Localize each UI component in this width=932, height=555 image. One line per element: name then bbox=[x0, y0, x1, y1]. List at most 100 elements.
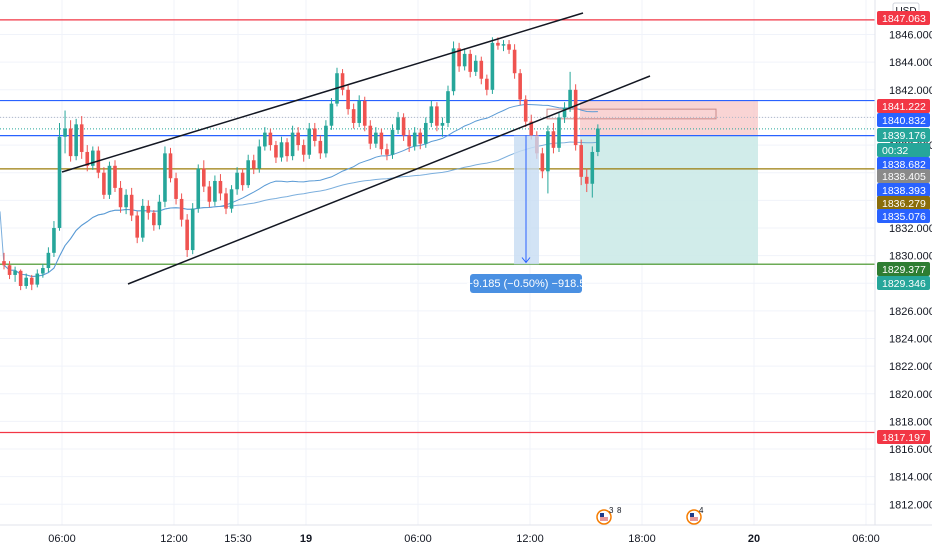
price-tag-support-green[interactable] bbox=[877, 262, 930, 276]
time-axis[interactable]: 06:00 12:00 15:30 19 06:00 12:00 18:00 20 06:00 bbox=[0, 524, 932, 545]
candle-body bbox=[523, 99, 528, 122]
measure-arrow-head bbox=[521, 257, 531, 264]
candle-body bbox=[324, 125, 328, 154]
price-tag-ma-slow-value[interactable] bbox=[877, 209, 930, 223]
candle-body bbox=[174, 178, 178, 199]
price-tag-text: 1829.346 bbox=[882, 278, 926, 290]
price-tag-target-green[interactable] bbox=[877, 276, 930, 290]
price-tag-text: 1839.176 bbox=[882, 130, 926, 142]
price-tag-last-price[interactable] bbox=[877, 128, 930, 142]
candle-body bbox=[218, 180, 223, 194]
price-tag-blue-level-lower[interactable] bbox=[877, 157, 930, 171]
price-tag-text: 1841.222 bbox=[882, 101, 926, 113]
candle-body bbox=[529, 121, 534, 136]
candle-body bbox=[424, 122, 428, 144]
price-axis[interactable]: 1846.0001844.0001842.0001838.0001832.000… bbox=[874, 0, 932, 550]
candle-body bbox=[35, 273, 40, 285]
candle-body bbox=[357, 100, 361, 123]
take-profit-zone bbox=[580, 135, 758, 265]
candle-body bbox=[268, 132, 273, 146]
candle-body bbox=[146, 205, 151, 213]
candle-body bbox=[485, 78, 489, 90]
event-count: 4 bbox=[699, 506, 704, 515]
stop-loss-zone bbox=[580, 100, 758, 136]
candle-body bbox=[385, 149, 389, 155]
price-tag-blue-level-upper[interactable] bbox=[877, 113, 930, 127]
price-tag-order-stop[interactable] bbox=[877, 99, 930, 113]
event-badge-events-2[interactable]: 4 bbox=[686, 506, 704, 525]
candle-body bbox=[157, 201, 162, 226]
measure-tool[interactable]: −9.185 (−0.50%) −918.5 bbox=[467, 135, 586, 293]
candle-body bbox=[390, 129, 395, 155]
candle-body bbox=[562, 107, 567, 118]
candle-body bbox=[496, 42, 500, 46]
time-label: 20 bbox=[748, 533, 760, 545]
candle-body bbox=[351, 109, 356, 123]
candle-body bbox=[257, 146, 262, 169]
candle-body bbox=[290, 132, 295, 157]
candle-body bbox=[113, 165, 117, 188]
price-tag-olive-level[interactable] bbox=[877, 169, 930, 183]
price-tick-label: 1830.000 bbox=[889, 251, 932, 263]
candle-body bbox=[85, 151, 90, 166]
price-tick-label: 1814.000 bbox=[889, 472, 932, 484]
candle-body bbox=[296, 132, 300, 146]
price-tag-ma-value[interactable] bbox=[877, 183, 930, 197]
candle-body bbox=[246, 160, 250, 186]
candle-body bbox=[29, 277, 34, 285]
candle-body bbox=[412, 132, 417, 147]
candle-body bbox=[479, 60, 484, 79]
candle-body bbox=[374, 132, 378, 144]
price-tag-support-bottom[interactable] bbox=[877, 430, 930, 444]
price-tag-text: 1838.393 bbox=[882, 185, 926, 197]
candle-body bbox=[102, 172, 106, 195]
candle-body bbox=[240, 172, 245, 186]
candle-body bbox=[179, 198, 184, 220]
price-tag-olive-level-2[interactable] bbox=[877, 196, 930, 210]
time-label: 06:00 bbox=[404, 533, 432, 545]
candle-body bbox=[462, 53, 467, 67]
event-count: 8 bbox=[617, 506, 622, 515]
candle-body bbox=[251, 160, 256, 169]
price-tag-text: 1838.405 bbox=[882, 171, 926, 183]
price-tick-label: 1846.000 bbox=[889, 30, 932, 42]
candle-body bbox=[190, 208, 195, 251]
price-tag-resistance-top[interactable] bbox=[877, 11, 930, 25]
candle-body bbox=[362, 100, 367, 126]
price-tag-countdown[interactable] bbox=[877, 143, 930, 157]
channel-upper-line[interactable] bbox=[61, 12, 584, 173]
candle-body bbox=[74, 124, 78, 157]
candle-body bbox=[57, 136, 62, 228]
candle-body bbox=[235, 172, 239, 190]
time-label: 18:00 bbox=[628, 533, 656, 545]
time-label: 19 bbox=[300, 533, 312, 545]
time-label: 15:30 bbox=[224, 533, 252, 545]
candle-body bbox=[79, 124, 84, 152]
measure-label-box[interactable] bbox=[470, 274, 582, 293]
channel-lower-line[interactable] bbox=[127, 75, 651, 285]
price-tick-label: 1822.000 bbox=[889, 361, 932, 373]
price-tick-label: 1820.000 bbox=[889, 389, 932, 401]
candle-body bbox=[540, 153, 545, 172]
candles bbox=[2, 37, 600, 291]
candle-body bbox=[473, 60, 478, 72]
candle-body bbox=[207, 186, 212, 202]
candle-body bbox=[346, 89, 350, 110]
candle-body bbox=[196, 168, 201, 209]
candle-body bbox=[307, 128, 312, 155]
candle-body bbox=[429, 106, 434, 123]
candle-body bbox=[318, 140, 323, 154]
price-tick-label: 1812.000 bbox=[889, 499, 932, 511]
candle-body bbox=[13, 270, 17, 275]
candle-body bbox=[301, 145, 306, 155]
price-tick-label: 1842.000 bbox=[889, 85, 932, 97]
candle-body bbox=[440, 122, 445, 126]
candle-body bbox=[107, 165, 112, 195]
candle-body bbox=[590, 151, 595, 184]
candle-body bbox=[263, 132, 267, 147]
candle-body bbox=[451, 48, 456, 92]
